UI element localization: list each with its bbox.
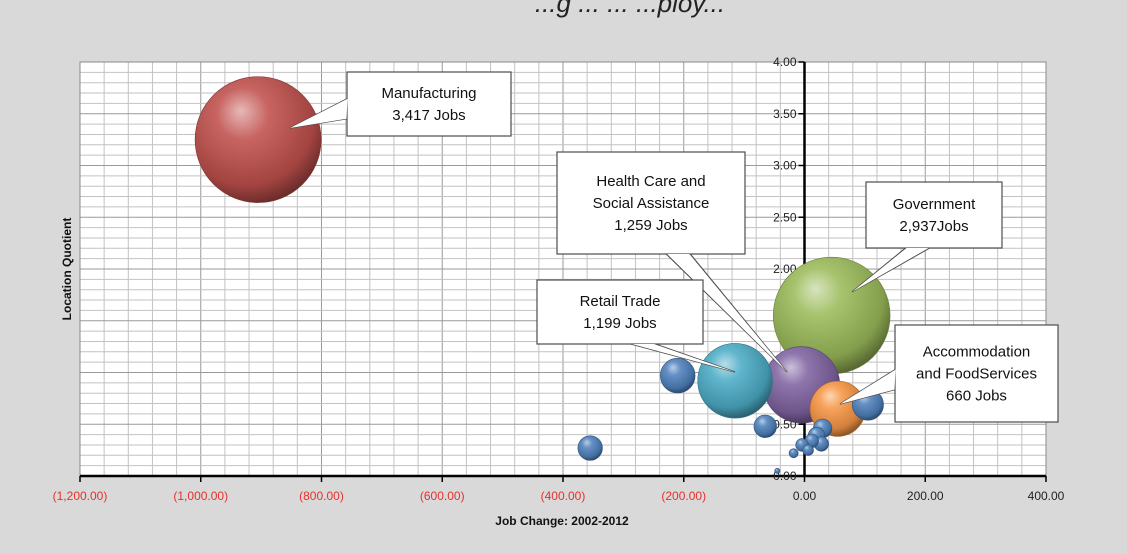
callouts: Manufacturing 3,417 Jobs Health Care and So… xyxy=(289,71,1059,423)
x-tick-label: 0.00 xyxy=(793,489,817,503)
callout-label: 1,199 Jobs xyxy=(583,315,656,332)
chart-title: ...g ... ... ...ploy... xyxy=(535,0,725,18)
bubble-small-industry xyxy=(577,435,603,461)
x-tick-label: 400.00 xyxy=(1028,489,1065,503)
x-tick-label: (400.00) xyxy=(541,489,586,503)
callout-label: Government xyxy=(893,196,976,213)
callout-label: and FoodServices xyxy=(916,366,1037,383)
callout-label: Social Assistance xyxy=(593,195,710,212)
x-tick-label: (1,000.00) xyxy=(173,489,228,503)
callout-box xyxy=(556,151,746,255)
y-tick-label: 3.50 xyxy=(773,107,797,121)
y-tick-label: 4.00 xyxy=(773,55,797,69)
y-axis-title: Location Quotient xyxy=(60,218,74,321)
x-tick-label: (600.00) xyxy=(420,489,465,503)
bubble-small-industry xyxy=(788,448,799,459)
x-axis-title: Job Change: 2002-2012 xyxy=(495,514,629,528)
x-tick-label: (800.00) xyxy=(299,489,344,503)
callout-pointer-fill xyxy=(852,248,929,292)
callout-manufacturing: Manufacturing 3,417 Jobs xyxy=(289,71,512,137)
bubble-small-industry xyxy=(753,414,777,438)
callout-pointer-fill xyxy=(290,98,348,128)
callout-label: 1,259 Jobs xyxy=(614,217,687,234)
callout-pointer-fill xyxy=(632,344,735,372)
callout-label: 2,937Jobs xyxy=(899,218,968,235)
callout-accommodation-and-foodservices: Accommodation and FoodServices 660 Jobs xyxy=(839,324,1059,423)
callout-government: Government 2,937Jobs xyxy=(851,181,1003,293)
bubbles xyxy=(194,76,891,474)
x-tick-label: (1,200.00) xyxy=(53,489,108,503)
callout-box xyxy=(536,279,704,345)
bubble-small-industry xyxy=(802,444,814,456)
callout-pointer-fill xyxy=(840,369,896,404)
bubble-small-industry xyxy=(660,357,696,394)
x-tick-label: 200.00 xyxy=(907,489,944,503)
callout-box xyxy=(346,71,512,137)
y-tick-label: 2.00 xyxy=(773,262,797,276)
callout-label: Manufacturing xyxy=(381,85,476,102)
bubble-retail-trade xyxy=(697,343,773,419)
callout-label: Retail Trade xyxy=(580,293,661,310)
callout-label: 660 Jobs xyxy=(946,388,1007,405)
callout-retail-trade: Retail Trade 1,199 Jobs xyxy=(536,279,736,373)
bubble-small-industry xyxy=(774,467,781,474)
callout-label: Health Care and xyxy=(596,173,705,190)
y-tick-label: 3.00 xyxy=(773,159,797,173)
callout-label: 3,417 Jobs xyxy=(392,107,465,124)
callout-box xyxy=(865,181,1003,249)
callout-label: Accommodation xyxy=(923,344,1031,361)
x-tick-label: (200.00) xyxy=(661,489,706,503)
bubble-manufacturing xyxy=(194,76,322,203)
y-tick-label: 2.50 xyxy=(773,210,797,224)
